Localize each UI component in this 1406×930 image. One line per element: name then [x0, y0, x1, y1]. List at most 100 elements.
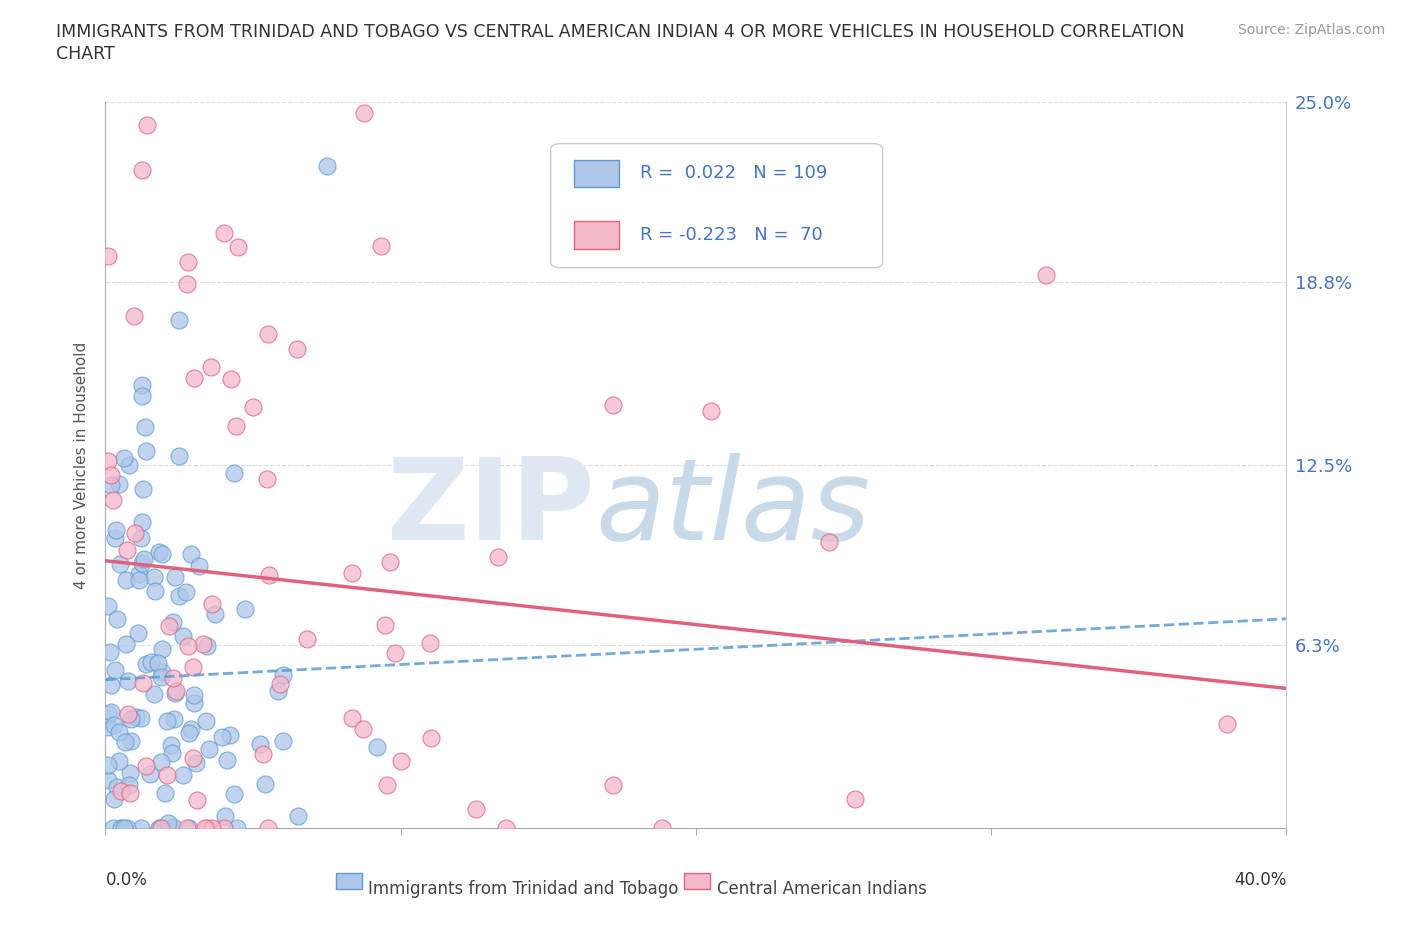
- Point: [155, 785, 177, 800]
- Point: [167, 589, 190, 604]
- Point: [287, 341, 309, 356]
- Point: [163, 569, 186, 584]
- Point: [129, 530, 152, 545]
- Point: [107, 476, 129, 491]
- Point: [177, 820, 200, 835]
- Point: [108, 724, 131, 739]
- Point: [167, 449, 190, 464]
- Point: [340, 565, 363, 580]
- Point: [257, 820, 280, 835]
- Point: [149, 820, 172, 835]
- Point: [252, 747, 274, 762]
- Point: [183, 696, 205, 711]
- Point: [212, 820, 235, 835]
- Point: [150, 546, 173, 561]
- Point: [179, 725, 201, 740]
- Point: [104, 662, 127, 677]
- Point: [180, 547, 202, 562]
- Point: [222, 787, 245, 802]
- Point: [184, 755, 207, 770]
- Point: [120, 785, 142, 800]
- Point: [699, 404, 721, 418]
- Point: [267, 684, 290, 698]
- Point: [132, 551, 155, 566]
- Point: [295, 632, 318, 647]
- Point: [172, 768, 194, 783]
- Point: [103, 791, 125, 806]
- Point: [228, 240, 250, 255]
- Point: [114, 636, 136, 651]
- Point: [136, 118, 159, 133]
- Point: [135, 444, 157, 458]
- Point: [181, 751, 204, 765]
- Point: [651, 820, 673, 835]
- Point: [378, 554, 401, 569]
- Point: [200, 359, 222, 374]
- Point: [818, 535, 841, 550]
- Point: [269, 677, 291, 692]
- Text: Source: ZipAtlas.com: Source: ZipAtlas.com: [1237, 23, 1385, 37]
- Point: [122, 309, 145, 324]
- Point: [287, 808, 309, 823]
- Point: [108, 753, 131, 768]
- Point: [602, 398, 624, 413]
- Point: [495, 820, 517, 835]
- Point: [120, 734, 142, 749]
- Text: R =  0.022   N = 109: R = 0.022 N = 109: [641, 165, 828, 182]
- Point: [214, 809, 236, 824]
- Point: [384, 645, 406, 660]
- Point: [195, 638, 218, 653]
- Point: [100, 678, 122, 693]
- Point: [100, 704, 122, 719]
- Point: [222, 466, 245, 481]
- Point: [465, 802, 488, 817]
- Text: 0.0%: 0.0%: [105, 871, 148, 889]
- Point: [110, 820, 132, 835]
- Point: [142, 570, 165, 585]
- Point: [110, 783, 132, 798]
- Point: [150, 642, 173, 657]
- Point: [117, 777, 139, 792]
- Point: [419, 635, 441, 650]
- Point: [145, 584, 167, 599]
- Point: [257, 327, 280, 342]
- Point: [131, 555, 153, 570]
- Point: [117, 673, 139, 688]
- Point: [194, 713, 217, 728]
- Point: [191, 637, 214, 652]
- Point: [187, 559, 209, 574]
- Point: [180, 722, 202, 737]
- Point: [176, 276, 198, 291]
- Point: [183, 370, 205, 385]
- Point: [97, 454, 120, 469]
- Point: [150, 664, 173, 679]
- Point: [201, 820, 224, 835]
- Text: R = -0.223   N =  70: R = -0.223 N = 70: [641, 226, 823, 244]
- Point: [183, 687, 205, 702]
- Point: [131, 378, 153, 392]
- Point: [486, 550, 509, 565]
- Point: [218, 728, 240, 743]
- Point: [211, 730, 233, 745]
- Point: [271, 668, 294, 683]
- Point: [149, 670, 172, 684]
- Point: [197, 742, 219, 757]
- Point: [162, 671, 184, 685]
- Point: [112, 451, 135, 466]
- Point: [352, 721, 374, 736]
- Text: IMMIGRANTS FROM TRINIDAD AND TOBAGO VS CENTRAL AMERICAN INDIAN 4 OR MORE VEHICLE: IMMIGRANTS FROM TRINIDAD AND TOBAGO VS C…: [56, 23, 1185, 41]
- Point: [101, 820, 124, 835]
- Point: [125, 710, 148, 724]
- Point: [253, 777, 276, 791]
- Point: [142, 686, 165, 701]
- Point: [204, 606, 226, 621]
- Point: [157, 618, 180, 633]
- Point: [103, 718, 125, 733]
- Point: [194, 820, 217, 835]
- Point: [128, 573, 150, 588]
- Point: [374, 618, 396, 632]
- Point: [97, 248, 120, 263]
- Point: [315, 159, 337, 174]
- Point: [110, 820, 132, 835]
- Bar: [336, 872, 361, 889]
